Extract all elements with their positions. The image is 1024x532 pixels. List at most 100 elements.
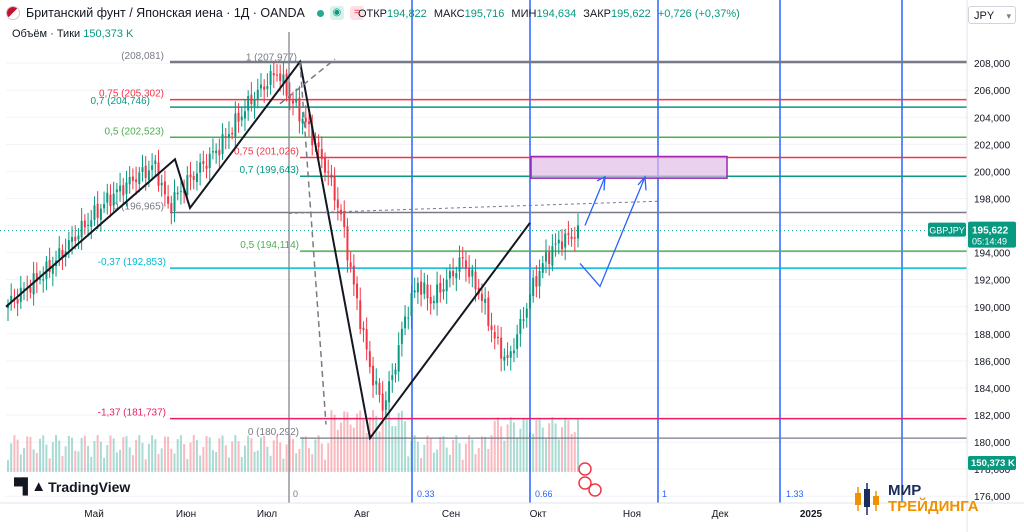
volume-bar bbox=[416, 441, 419, 472]
candle bbox=[250, 94, 253, 105]
y-tick-label: 192,000 bbox=[974, 276, 1011, 287]
target-zone bbox=[530, 155, 728, 179]
symbol-title[interactable]: Британский фунт / Японская иена · 1Д · O… bbox=[26, 6, 305, 20]
volume-bar bbox=[525, 419, 528, 472]
candle bbox=[109, 194, 112, 207]
candle bbox=[227, 134, 230, 138]
fib-level-label: (208,081) bbox=[121, 51, 164, 62]
candle bbox=[410, 293, 413, 317]
volume-bar bbox=[429, 438, 432, 472]
volume-bar bbox=[144, 459, 147, 472]
volume-bar bbox=[77, 451, 80, 472]
fib-level-label: 0,7 (199,643) bbox=[240, 165, 300, 176]
volume-bar bbox=[548, 423, 551, 472]
candle bbox=[301, 118, 304, 124]
candle bbox=[330, 174, 333, 179]
volume-bar bbox=[115, 452, 118, 472]
volume-bar bbox=[388, 412, 391, 472]
candle bbox=[240, 116, 243, 121]
candle bbox=[554, 243, 557, 245]
candle bbox=[426, 284, 429, 299]
equals-icon[interactable]: = bbox=[349, 6, 364, 20]
x-tick-label: Май bbox=[84, 509, 104, 520]
y-tick-label: 194,000 bbox=[974, 249, 1011, 260]
candle bbox=[234, 113, 237, 137]
candle bbox=[308, 121, 311, 124]
candle bbox=[496, 336, 499, 339]
candle bbox=[458, 257, 461, 272]
volume-bar bbox=[333, 414, 336, 472]
candle bbox=[333, 176, 336, 201]
candle bbox=[519, 318, 522, 335]
candle bbox=[448, 271, 451, 279]
candle bbox=[160, 182, 163, 186]
candle bbox=[506, 355, 509, 359]
volume-bar bbox=[519, 428, 522, 472]
candle bbox=[538, 270, 541, 287]
volume-bar bbox=[55, 435, 58, 472]
volume-bar bbox=[163, 436, 166, 472]
volume-bar bbox=[378, 431, 381, 472]
volume-bar bbox=[35, 452, 38, 472]
candle bbox=[560, 241, 563, 250]
candle bbox=[528, 294, 531, 309]
volume-bar bbox=[362, 419, 365, 472]
volume-bar bbox=[173, 453, 176, 472]
candle bbox=[275, 74, 278, 76]
volume-bar bbox=[215, 451, 218, 472]
candle bbox=[199, 162, 202, 173]
volume-bar bbox=[10, 443, 13, 472]
status-dot-icon bbox=[316, 9, 324, 17]
volume-bar bbox=[23, 447, 26, 472]
volume-bar bbox=[282, 458, 285, 472]
volume-bar bbox=[61, 456, 64, 472]
candle bbox=[115, 189, 118, 193]
volume-bar bbox=[311, 454, 314, 472]
event-badge-icon bbox=[578, 462, 592, 476]
chevron-down-icon: ▾ bbox=[1006, 11, 1011, 21]
volume-bar bbox=[375, 415, 378, 472]
y-tick-label: 204,000 bbox=[974, 113, 1011, 124]
dashed-projection bbox=[299, 61, 327, 425]
candle bbox=[208, 153, 211, 169]
candle bbox=[544, 252, 547, 262]
volume-bar bbox=[381, 421, 384, 472]
volume-bar bbox=[64, 446, 67, 472]
candle bbox=[266, 86, 269, 89]
volume-bar bbox=[205, 436, 208, 472]
candle bbox=[218, 149, 221, 156]
currency-select[interactable]: JPY ▾ bbox=[968, 6, 1016, 24]
candle bbox=[35, 273, 38, 282]
volume-bar bbox=[432, 452, 435, 472]
candle bbox=[384, 400, 387, 410]
dashed-projection bbox=[288, 200, 661, 214]
last-price-value: 195,622 bbox=[972, 226, 1009, 237]
candle bbox=[493, 332, 496, 339]
volume-bar bbox=[400, 410, 403, 472]
candle bbox=[461, 256, 464, 259]
volume-bar bbox=[439, 437, 442, 472]
y-tick-label: 182,000 bbox=[974, 411, 1011, 422]
candle bbox=[147, 170, 150, 180]
candle bbox=[320, 149, 323, 160]
volume-bar bbox=[208, 437, 211, 472]
volume-badge bbox=[968, 456, 1016, 470]
candle bbox=[551, 246, 554, 266]
y-tick-label: 184,000 bbox=[974, 384, 1011, 395]
candle bbox=[80, 220, 83, 238]
volume-bar bbox=[199, 455, 202, 472]
volume-legend[interactable]: Объём · Тики 150,373 K bbox=[12, 28, 134, 40]
wave-pattern-line bbox=[5, 59, 531, 441]
candle bbox=[298, 97, 301, 122]
candle bbox=[195, 173, 198, 182]
candle bbox=[202, 161, 205, 164]
candle bbox=[173, 192, 176, 211]
volume-bar bbox=[455, 435, 458, 472]
candle bbox=[243, 111, 246, 119]
candle bbox=[58, 248, 61, 259]
candle bbox=[77, 235, 80, 240]
candle bbox=[186, 175, 189, 196]
x-tick-label: Июн bbox=[176, 509, 196, 520]
eye-icon[interactable]: ◉ bbox=[329, 6, 344, 20]
